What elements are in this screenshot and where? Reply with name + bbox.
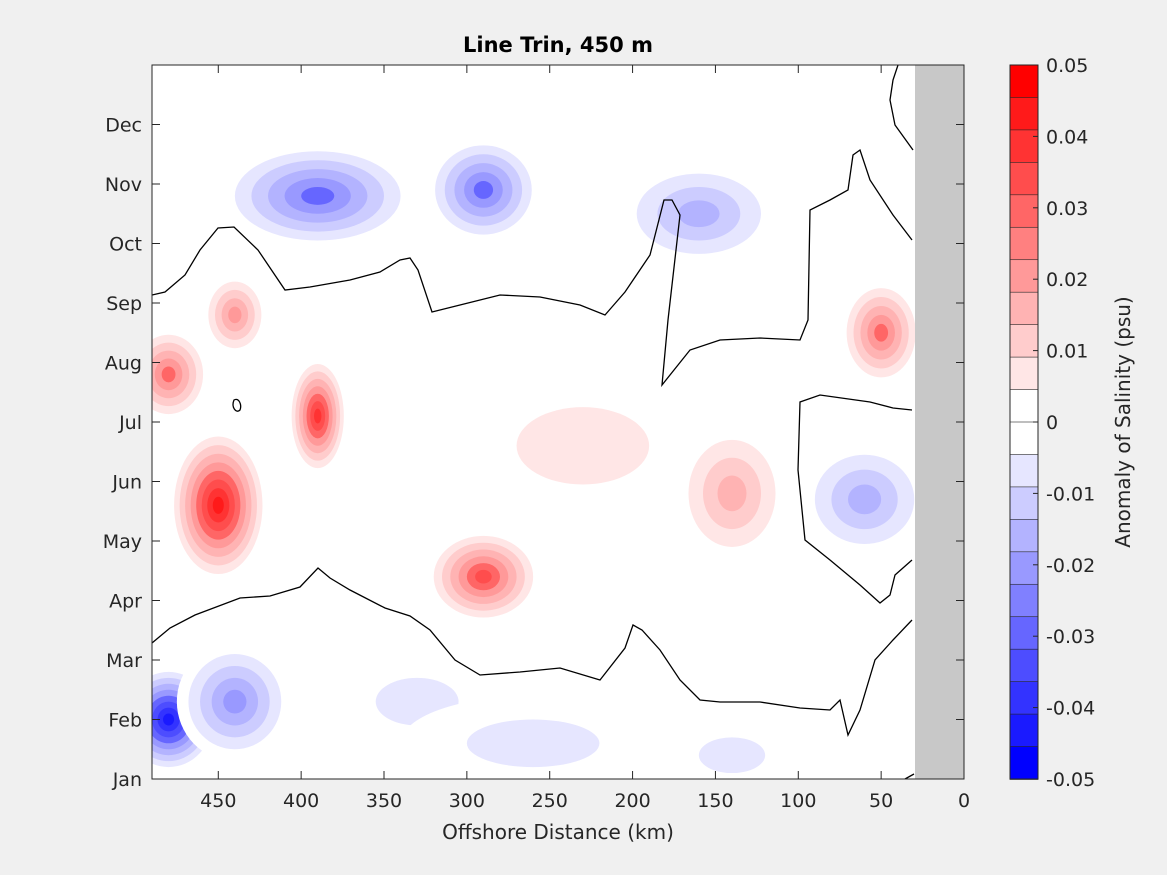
colorbar-swatch — [1009, 129, 1039, 164]
y-tick-label: Jan — [112, 769, 142, 791]
x-tick-label: 0 — [958, 790, 970, 812]
anomaly-band — [163, 713, 175, 726]
colorbar-tick-label: 0.03 — [1046, 198, 1088, 220]
colorbar-tick-label: -0.05 — [1046, 769, 1095, 791]
colorbar-swatch — [1009, 454, 1039, 488]
y-tick-label: May — [103, 531, 142, 553]
colorbar-tick-label: 0.01 — [1046, 341, 1088, 363]
chart-title: Line Trin, 450 m — [463, 33, 653, 57]
x-tick-label: 150 — [697, 790, 733, 812]
anomaly-band — [698, 737, 766, 774]
colorbar-tick-label: 0.05 — [1046, 55, 1088, 77]
y-tick-label: Sep — [106, 293, 142, 315]
colorbar-tick-label: -0.01 — [1046, 483, 1095, 505]
x-axis: 450 400 350 300 250 200 150 100 50 0 — [200, 65, 970, 812]
colorbar: 0.05 0.04 0.03 0.02 0.01 0 -0.01 -0.02 -0.03 -0.0… — [1009, 55, 1095, 791]
zero-contour-topright — [889, 65, 914, 151]
anomaly-band — [848, 484, 882, 515]
x-axis-label: Offshore Distance (km) — [442, 820, 674, 844]
colorbar-swatch — [1009, 194, 1039, 229]
x-tick-label: 50 — [869, 790, 893, 812]
anomaly-band — [301, 186, 335, 205]
x-tick-label: 400 — [283, 790, 319, 812]
colorbar-swatch — [1009, 226, 1039, 261]
anomaly-band — [765, 76, 931, 256]
x-tick-label: 250 — [532, 790, 568, 812]
anomaly-band — [717, 475, 747, 512]
zero-contour-lower — [152, 567, 913, 737]
zero-contour-upper — [152, 148, 913, 388]
colorbar-swatch — [1009, 421, 1039, 456]
anomaly-band — [161, 366, 176, 383]
zero-contour-small-loop — [232, 398, 242, 412]
anomaly-band — [212, 496, 224, 514]
colorbar-tick-label: 0.04 — [1046, 126, 1088, 148]
colorbar-tick-label: -0.04 — [1046, 698, 1095, 720]
y-tick-label: Jul — [118, 412, 142, 434]
anomaly-band — [223, 689, 247, 714]
colorbar-tick-label: 0 — [1046, 412, 1058, 434]
y-tick-label: Aug — [105, 353, 142, 375]
y-tick-label: Apr — [109, 591, 142, 613]
y-tick-label: Dec — [105, 115, 142, 137]
colorbar-swatch — [1009, 713, 1039, 748]
colorbar-swatch — [1009, 389, 1039, 423]
anomaly-band — [473, 181, 494, 199]
colorbar-tick-label: -0.03 — [1046, 626, 1095, 648]
colorbar-swatch — [1009, 648, 1039, 683]
y-tick-label: Jun — [111, 472, 142, 494]
colorbar-label: Anomaly of Salinity (psu) — [1111, 296, 1135, 547]
y-tick-label: Oct — [109, 234, 142, 256]
anomaly-band — [678, 200, 720, 228]
colorbar-swatch — [1009, 583, 1039, 618]
colorbar-swatch — [1009, 162, 1039, 196]
x-tick-label: 100 — [780, 790, 816, 812]
colorbar-swatch — [1009, 291, 1039, 326]
anomaly-band — [516, 407, 650, 485]
colorbar-swatch — [1009, 616, 1039, 650]
anomaly-band — [313, 408, 322, 424]
x-tick-label: 300 — [449, 790, 485, 812]
zero-contour-corner — [904, 773, 915, 779]
x-tick-label: 450 — [200, 790, 236, 812]
x-tick-label: 200 — [614, 790, 650, 812]
colorbar-swatch — [1009, 97, 1039, 131]
colorbar-swatch — [1009, 259, 1039, 293]
y-tick-label: Feb — [108, 710, 142, 732]
y-axis: Jan Feb Mar Apr May Jun Jul Aug Sep Oct Nov Dec — [103, 115, 964, 791]
colorbar-tick-label: -0.02 — [1046, 555, 1095, 577]
x-tick-label: 350 — [366, 790, 402, 812]
colorbar-swatch — [1009, 64, 1039, 99]
anomaly-band — [228, 306, 242, 324]
y-tick-label: Mar — [106, 650, 142, 672]
zero-contour-east — [797, 394, 913, 604]
no-data-mask — [915, 65, 964, 779]
colorbar-swatch — [1009, 746, 1039, 780]
zero-contour-lines — [152, 65, 915, 779]
anomaly-band — [466, 719, 600, 768]
colorbar-swatch — [1009, 681, 1039, 715]
colorbar-swatch — [1009, 356, 1039, 391]
anomaly-band — [475, 569, 492, 584]
colorbar-swatch — [1009, 519, 1039, 553]
colorbar-swatch — [1009, 486, 1039, 521]
colorbar-swatch — [1009, 551, 1039, 586]
y-tick-label: Nov — [105, 174, 142, 196]
colorbar-swatch — [1009, 324, 1039, 358]
anomaly-field — [152, 76, 931, 779]
colorbar-tick-label: 0.02 — [1046, 269, 1088, 291]
anomaly-band — [874, 323, 889, 342]
